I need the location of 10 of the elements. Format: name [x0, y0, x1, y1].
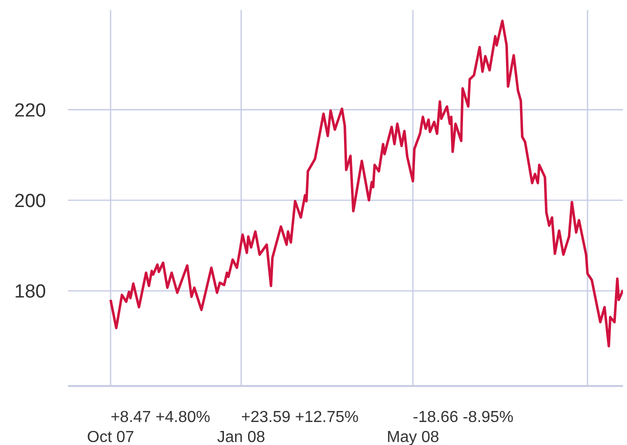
line-series: [109, 20, 623, 348]
text: +8.47 +4.80%: [110, 409, 210, 426]
x-tick-label: Jan 08: [217, 429, 266, 445]
text: +23.59 +12.75%: [241, 409, 359, 426]
text: -18.66 -8.95%: [412, 409, 514, 426]
y-tick-label: 220: [14, 100, 46, 122]
x-tick-label: May 08: [386, 429, 440, 445]
y-tick-label: 200: [14, 191, 46, 212]
x-tick-label: Oct 07: [87, 429, 134, 445]
y-tick-label: 180: [14, 282, 46, 303]
